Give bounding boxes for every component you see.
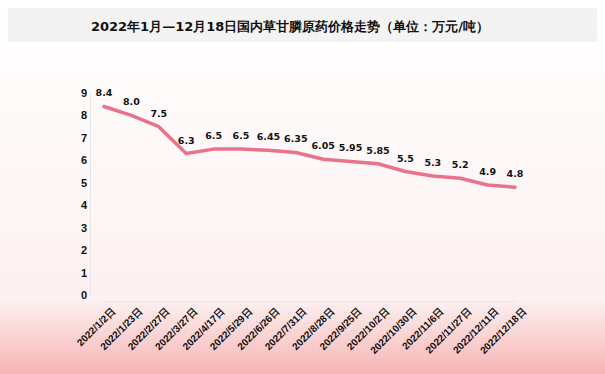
price-line [104, 106, 515, 187]
y-tick-label: 1 [81, 267, 87, 279]
data-label: 8.0 [123, 96, 140, 107]
data-label: 5.2 [452, 159, 469, 170]
y-tick-label: 9 [81, 87, 87, 99]
y-tick: 5 [81, 177, 90, 189]
data-labels: 8.4 8.0 7.5 6.3 6.5 6.5 6.45 6.35 6.05 5.95 5.85 5.… [96, 87, 524, 179]
data-label: 5.85 [366, 145, 389, 156]
y-tick-label: 6 [81, 154, 87, 166]
title: 2022年1月—12月18日国内草甘膦原药价格走势（单位：万元/吨） [91, 19, 489, 34]
data-label: 6.35 [284, 133, 307, 144]
y-axis: 0 1 2 3 4 5 6 7 8 9 [81, 87, 91, 301]
y-tick: 4 [81, 199, 90, 211]
data-label: 4.9 [479, 166, 496, 177]
y-tick-label: 7 [81, 132, 87, 144]
title-band [8, 8, 597, 42]
x-tick-label: 2022/12/18日 [478, 306, 528, 356]
y-tick: 8 [81, 109, 90, 121]
data-label: 6.5 [233, 130, 250, 141]
x-tick: 2022/12/18日 [478, 301, 528, 356]
data-label: 6.5 [205, 130, 222, 141]
data-label: 4.8 [507, 168, 524, 179]
y-tick: 7 [81, 132, 90, 144]
y-tick-label: 8 [81, 109, 87, 121]
y-tick-label: 0 [81, 289, 87, 301]
data-label: 7.5 [150, 108, 167, 119]
data-label: 5.5 [397, 153, 414, 164]
data-label: 5.95 [339, 142, 362, 153]
chart: 2022年1月—12月18日国内草甘膦原药价格走势（单位：万元/吨） 0 1 2 3 4 5… [0, 0, 605, 374]
data-label: 8.4 [96, 87, 113, 98]
data-label: 6.45 [257, 131, 280, 142]
x-axis-line [105, 301, 516, 302]
y-tick-label: 2 [81, 244, 87, 256]
y-tick: 0 [81, 289, 90, 301]
y-tick-label: 5 [81, 177, 87, 189]
y-tick: 1 [81, 267, 90, 279]
y-tick-label: 3 [81, 222, 87, 234]
data-label: 6.05 [311, 140, 334, 151]
background [0, 0, 605, 374]
y-tick: 9 [81, 87, 90, 99]
y-tick: 6 [81, 154, 90, 166]
y-tick: 2 [81, 244, 90, 256]
y-tick: 3 [81, 222, 90, 234]
y-tick-label: 4 [81, 199, 88, 211]
x-axis: 2022/1/2日2022/1/23日2022/2/27日2022/3/27日2… [75, 301, 528, 356]
plot-area [104, 106, 515, 187]
data-label: 5.3 [424, 157, 441, 168]
data-label: 6.3 [178, 135, 195, 146]
y-axis-line [90, 94, 91, 296]
